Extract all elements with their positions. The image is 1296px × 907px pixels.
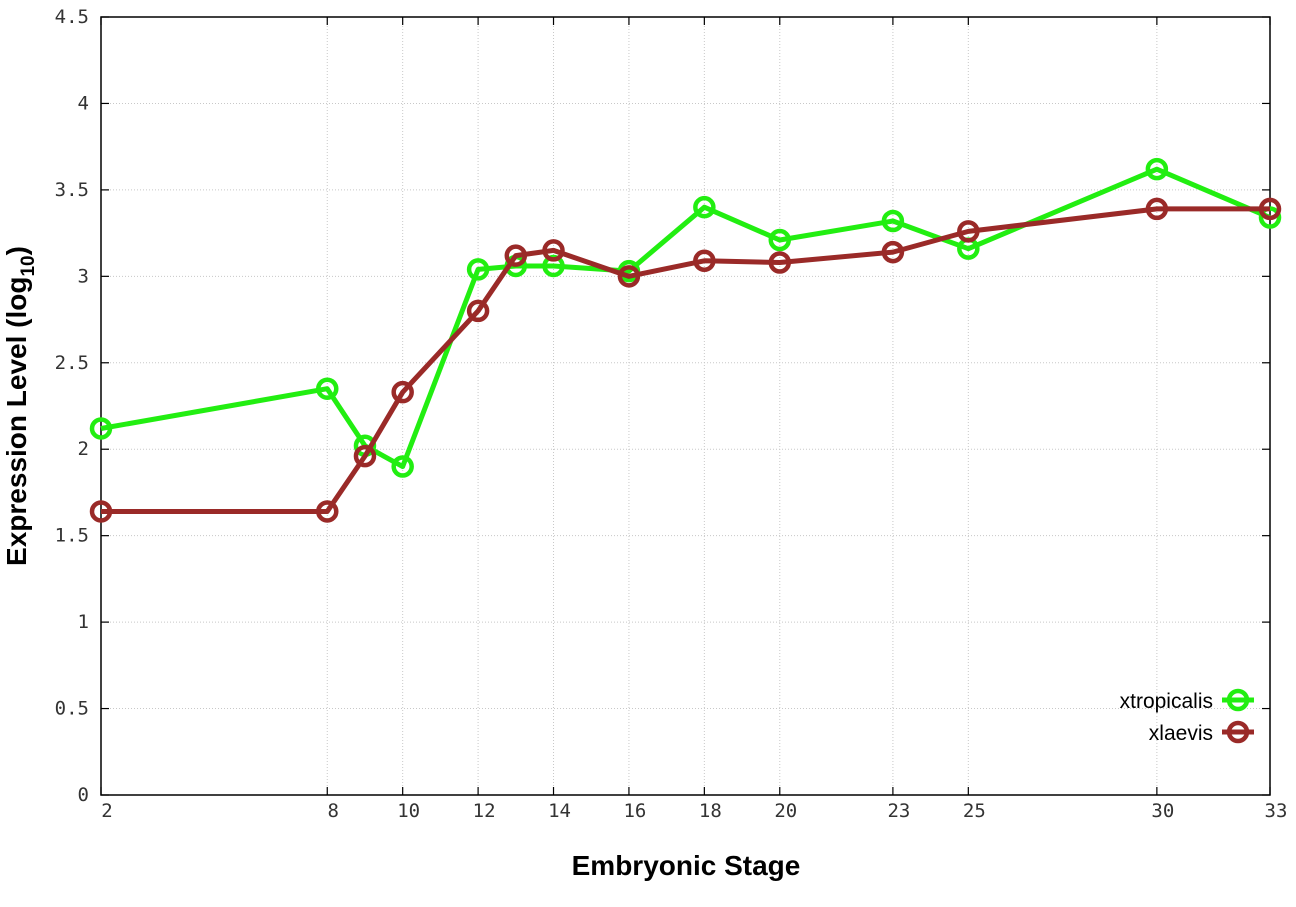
data-point-xlaevis <box>1145 197 1169 221</box>
data-point-xlaevis <box>353 444 377 468</box>
data-point-xlaevis <box>466 299 490 323</box>
y-tick-label: 2 <box>78 438 89 460</box>
data-point-xtropicalis <box>881 209 905 233</box>
x-tick-label: 33 <box>1265 800 1288 822</box>
legend-label-xlaevis: xlaevis <box>1149 722 1213 745</box>
y-tick-label: 4.5 <box>55 6 89 28</box>
data-point-xtropicalis <box>542 254 565 278</box>
x-tick-label: 30 <box>1151 800 1174 822</box>
x-tick-label: 14 <box>548 800 571 822</box>
series-group <box>89 157 1282 523</box>
series-line-xlaevis <box>101 206 1270 514</box>
y-tick-label: 4 <box>78 92 89 114</box>
y-axis-title-subscript: 10 <box>18 255 39 276</box>
legend: xtropicalis xlaevis <box>1120 688 1254 745</box>
x-tick-label: 16 <box>623 800 646 822</box>
y-tick-label: 0 <box>78 784 89 806</box>
data-point-xlaevis <box>768 251 792 274</box>
x-tick-label: 10 <box>397 800 420 822</box>
data-point-xtropicalis <box>466 258 490 281</box>
y-axis-title-main: Expression Level (log <box>1 277 32 566</box>
legend-label-xtropicalis: xtropicalis <box>1120 690 1213 713</box>
x-tick-label: 8 <box>328 800 339 822</box>
data-point-xlaevis <box>391 380 414 404</box>
x-tick-label: 25 <box>963 800 986 822</box>
y-tick-label: 3 <box>78 265 89 287</box>
plot-frame <box>100 16 1271 796</box>
x-tick-label: 23 <box>887 800 910 822</box>
y-tick-label: 1.5 <box>55 525 89 547</box>
data-point-xtropicalis <box>391 455 414 478</box>
data-point-xlaevis <box>957 220 980 243</box>
data-point-xtropicalis <box>768 228 792 252</box>
data-point-xlaevis <box>693 249 716 273</box>
data-point-xlaevis <box>542 239 565 262</box>
data-point-xlaevis <box>316 500 339 523</box>
legend-marker-xtropicalis <box>1226 688 1250 712</box>
y-tick-label: 0.5 <box>55 698 89 720</box>
y-axis-title: Expression Level (log10) <box>1 246 39 566</box>
data-point-xlaevis <box>1258 197 1282 221</box>
data-point-xlaevis <box>881 240 905 264</box>
legend-marker-xlaevis <box>1226 720 1250 744</box>
x-tick-label: 12 <box>473 800 496 822</box>
data-point-xtropicalis <box>1145 157 1169 181</box>
y-axis-title-end: ) <box>1 246 32 255</box>
data-point-xlaevis <box>89 500 113 523</box>
data-point-xlaevis <box>504 244 528 267</box>
grid-lines <box>101 17 1270 795</box>
x-tick-label: 20 <box>774 800 797 822</box>
data-point-xtropicalis <box>89 417 113 440</box>
data-point-xlaevis <box>617 265 641 288</box>
axis-ticks: 0 0.5 1 1.5 2 2.5 3 3.5 4 4.5 2 8 10 12 14 16 18 20 23 25 30… <box>55 6 1288 822</box>
x-axis-title: Embryonic Stage <box>572 850 801 881</box>
y-tick-label: 1 <box>78 611 89 633</box>
data-point-xtropicalis <box>316 377 339 400</box>
series-line-xtropicalis <box>100 166 1271 470</box>
data-point-xtropicalis <box>693 195 716 219</box>
y-tick-label: 3.5 <box>55 179 89 201</box>
x-tick-label: 2 <box>101 800 112 822</box>
x-tick-label: 18 <box>699 800 722 822</box>
y-tick-label: 2.5 <box>55 352 89 374</box>
